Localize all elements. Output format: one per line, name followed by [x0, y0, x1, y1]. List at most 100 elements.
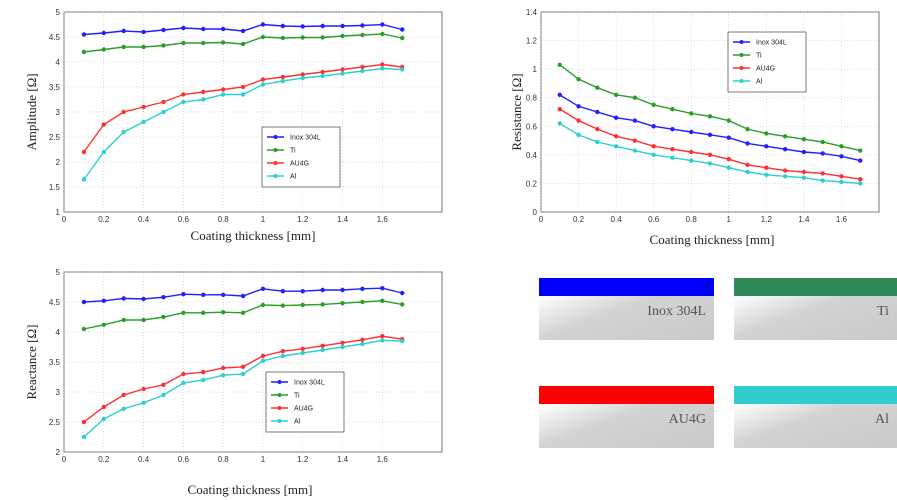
data-point [820, 151, 825, 156]
x-axis-label: Coating thickness [mm] [191, 228, 316, 243]
data-point [201, 310, 206, 315]
data-point [101, 404, 106, 410]
legend-label: Al [294, 419, 301, 426]
data-point [101, 122, 106, 127]
data-point [220, 26, 226, 32]
data-point [161, 382, 166, 387]
legend-label: Inox 304L [756, 40, 787, 47]
x-tick-label: 0.6 [648, 215, 660, 224]
y-tick-label: 0 [533, 208, 538, 217]
y-tick-label: 4 [56, 328, 61, 337]
data-point [576, 76, 581, 82]
data-point [782, 168, 788, 173]
legend-label: Al [290, 174, 297, 181]
data-point [801, 149, 807, 155]
data-point [632, 138, 638, 143]
data-point [726, 118, 731, 123]
data-point [858, 158, 863, 163]
swatch-label: Al [734, 404, 897, 448]
data-point [689, 111, 694, 116]
y-axis-label: Amplitude [Ω] [24, 73, 39, 150]
data-point [858, 148, 863, 153]
data-point [280, 349, 286, 354]
legend-label: Inox 304L [290, 135, 321, 142]
data-point [161, 109, 166, 115]
legend-label: Al [756, 79, 763, 86]
data-point [782, 134, 788, 139]
data-point [839, 179, 844, 185]
legend-marker [273, 174, 278, 178]
data-point [181, 99, 186, 105]
x-tick-label: 1 [261, 215, 266, 224]
data-point [764, 131, 769, 136]
legend-label: AU4G [290, 161, 309, 168]
data-point [632, 95, 638, 100]
data-point [613, 92, 619, 98]
y-tick-label: 3 [56, 108, 61, 117]
y-tick-label: 4 [56, 58, 61, 67]
data-point [300, 302, 305, 308]
swatch-al: Al [734, 386, 897, 448]
legend-marker [277, 406, 282, 410]
data-point [557, 92, 562, 98]
data-point [613, 134, 619, 139]
x-tick-label: 1 [727, 215, 732, 224]
data-point [121, 317, 126, 323]
legend-marker [273, 161, 278, 165]
data-point [380, 62, 385, 67]
data-point [689, 158, 694, 163]
data-point [320, 23, 325, 29]
data-point [220, 87, 226, 92]
data-point [181, 25, 186, 31]
y-tick-label: 1 [56, 208, 61, 217]
data-point [141, 386, 146, 392]
data-point [121, 296, 126, 301]
data-point [220, 92, 226, 97]
data-point [651, 152, 656, 158]
data-point [240, 293, 246, 299]
x-tick-label: 0.8 [218, 455, 230, 464]
data-point [220, 365, 226, 371]
data-point [360, 286, 365, 291]
chart-1: 0 0.2 0.4 0.6 0.8 1 1.2 1.4 1.6 1 1.5 2 2.5 3 3.5 4 4.5 5… [24, 8, 443, 243]
data-point [858, 176, 863, 182]
legend-marker [739, 53, 744, 57]
data-point [81, 299, 87, 305]
x-tick-label: 1.4 [798, 215, 810, 224]
data-point [181, 40, 186, 46]
data-point [320, 73, 325, 79]
data-point [81, 177, 87, 182]
data-point [201, 26, 206, 32]
x-tick-label: 0.4 [611, 215, 623, 224]
data-point [320, 287, 325, 293]
data-point [220, 373, 226, 378]
x-tick-label: 0 [539, 215, 544, 224]
data-point [670, 146, 675, 152]
data-point [689, 149, 694, 155]
x-tick-label: 0.6 [178, 455, 190, 464]
data-point [121, 109, 126, 115]
data-point [260, 77, 266, 82]
y-tick-label: 2.5 [49, 418, 61, 427]
data-point [141, 104, 146, 110]
data-point [300, 350, 305, 356]
data-point [320, 343, 325, 348]
data-point [745, 126, 750, 132]
data-point [764, 165, 769, 170]
data-point [320, 347, 325, 353]
data-point [240, 364, 246, 369]
data-point [81, 149, 87, 155]
data-point [400, 27, 405, 32]
x-tick-label: 1.6 [836, 215, 848, 224]
data-point [280, 74, 286, 80]
legend-marker [277, 419, 282, 423]
x-tick-label: 1.4 [337, 455, 349, 464]
data-point [400, 35, 405, 41]
data-point [632, 148, 638, 153]
x-tick-label: 1.2 [297, 455, 309, 464]
data-point [651, 124, 656, 129]
y-tick-label: 2 [56, 158, 61, 167]
x-tick-label: 1.6 [377, 215, 389, 224]
data-point [240, 92, 246, 97]
swatch-band [539, 386, 714, 404]
